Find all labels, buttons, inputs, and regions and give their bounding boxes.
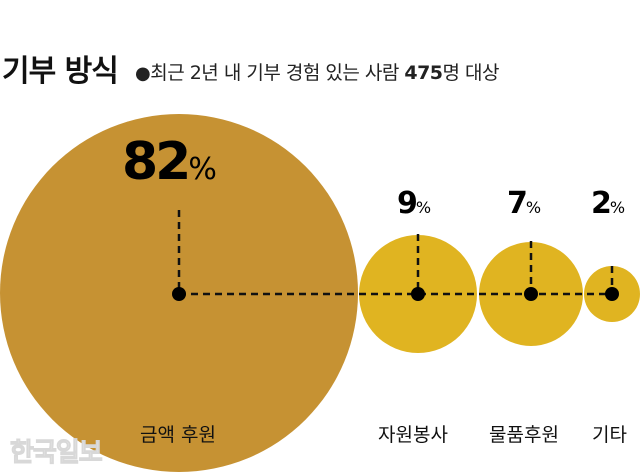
value-label-cash: 82% — [122, 132, 217, 192]
data-point-dots — [172, 287, 619, 301]
subtitle-count: 475 — [404, 62, 443, 84]
watermark-logo: 한국일보 — [10, 438, 104, 469]
category-label-cash: 금액 후원 — [140, 424, 216, 446]
value-label-goods: 7% — [507, 186, 542, 221]
category-label-other: 기타 — [592, 424, 627, 446]
category-label-goods: 물품후원 — [489, 424, 559, 446]
bullet-icon: ● — [135, 63, 151, 84]
chart-subtitle: ●최근 2년 내 기부 경험 있는 사람 475명 대상 — [135, 58, 500, 85]
subtitle-prefix: 최근 2년 내 기부 경험 있는 사람 — [150, 62, 405, 84]
value-label-other: 2% — [591, 186, 626, 221]
value-label-volunteer: 9% — [397, 186, 432, 221]
connector-lines — [177, 210, 614, 296]
chart-title: 기부 방식 — [2, 54, 119, 89]
category-label-volunteer: 자원봉사 — [378, 424, 448, 446]
subtitle-suffix: 명 대상 — [442, 62, 500, 84]
